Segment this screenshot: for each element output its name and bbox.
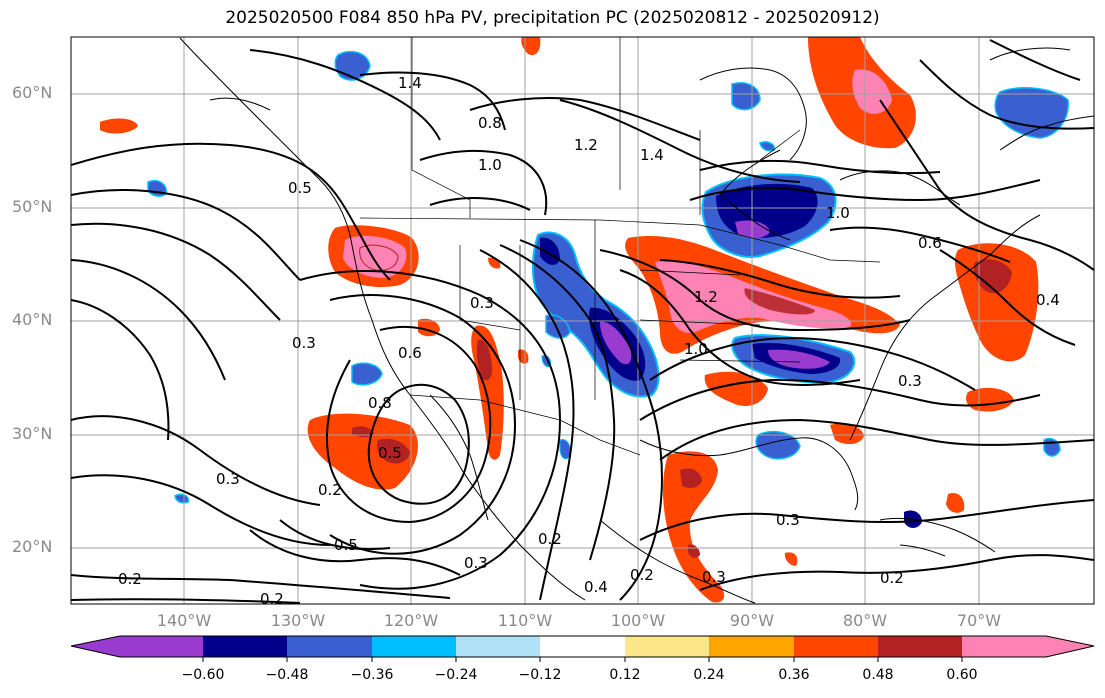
lon-label: 90°W <box>729 611 775 630</box>
contour-label: 1.4 <box>398 74 422 92</box>
coastlines <box>179 37 1094 604</box>
map-frame <box>70 36 1095 605</box>
colorbar-tick-label: 0.36 <box>778 667 810 683</box>
lat-label: 60°N <box>12 83 53 102</box>
contour-label: 1.0 <box>684 340 708 358</box>
colorbar-extend-high <box>1046 636 1094 657</box>
contour-label: 0.2 <box>880 569 904 587</box>
contour-label: 0.4 <box>1036 291 1060 309</box>
colorbar-tick-label: 0.24 <box>693 667 725 683</box>
contour-label: 0.8 <box>368 394 392 412</box>
contour-label: 0.6 <box>918 234 942 252</box>
contour-label: 0.2 <box>260 590 284 608</box>
colorbar <box>70 635 1095 662</box>
contour-label: 0.3 <box>464 554 488 572</box>
contour-labels: 1.4 0.8 1.2 1.4 1.0 0.5 1.0 0.6 0.3 1.2 … <box>118 74 1060 608</box>
contour-label: 0.6 <box>398 344 422 362</box>
lon-label: 110°W <box>497 611 553 630</box>
colorbar-tick-label: −0.36 <box>350 667 394 683</box>
colorbar-tick-label: 0.48 <box>862 667 894 683</box>
lat-label: 20°N <box>12 537 53 556</box>
contour-label: 0.3 <box>216 470 240 488</box>
colorbar-extend-low <box>71 636 120 657</box>
map-title: 2025020500 F084 850 hPa PV, precipitatio… <box>225 8 880 28</box>
contour-label: 0.5 <box>378 444 402 462</box>
contour-label: 0.5 <box>288 179 312 197</box>
contour-label: 1.4 <box>640 146 664 164</box>
graticule <box>71 37 1094 604</box>
colorbar-tick-label: −0.12 <box>518 667 562 683</box>
lon-label: 140°W <box>156 611 212 630</box>
colorbar-tick-label: −0.48 <box>265 667 309 683</box>
colorbar-tick-label: −0.24 <box>434 667 478 683</box>
contour-label: 0.2 <box>630 566 654 584</box>
contour-label: 0.5 <box>334 536 358 554</box>
lon-label: 70°W <box>956 611 1002 630</box>
contour-label: 0.2 <box>118 570 142 588</box>
colorbar-tick-label: −0.60 <box>181 667 225 683</box>
contour-label: 0.3 <box>776 511 800 529</box>
contour-label: 0.3 <box>292 334 316 352</box>
lat-label: 40°N <box>12 310 53 329</box>
lon-label: 120°W <box>383 611 439 630</box>
lon-label: 130°W <box>270 611 326 630</box>
contour-label: 0.2 <box>318 481 342 499</box>
borders <box>359 37 881 456</box>
contour-label: 1.2 <box>574 136 598 154</box>
contour-label: 0.8 <box>478 114 502 132</box>
lon-label: 100°W <box>610 611 666 630</box>
contour-label: 0.3 <box>702 568 726 586</box>
colorbar-tick-label: 0.60 <box>946 667 978 683</box>
pv-contours <box>71 39 1094 604</box>
contour-label: 1.0 <box>826 204 850 222</box>
contour-label: 1.2 <box>694 288 718 306</box>
contour-label: 0.4 <box>584 578 608 596</box>
colorbar-tick-label: 0.12 <box>609 667 641 683</box>
lat-label: 30°N <box>12 424 53 443</box>
lon-label: 80°W <box>842 611 888 630</box>
contour-label: 0.3 <box>898 372 922 390</box>
contour-label: 0.3 <box>470 294 494 312</box>
lat-label: 50°N <box>12 197 53 216</box>
map-panel: 1.4 0.8 1.2 1.4 1.0 0.5 1.0 0.6 0.3 1.2 … <box>71 37 1094 608</box>
contour-label: 0.2 <box>538 530 562 548</box>
contour-label: 1.0 <box>478 156 502 174</box>
